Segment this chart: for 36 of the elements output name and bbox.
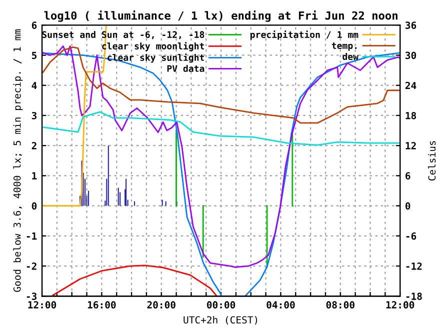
y-tick-label: -1 [26,232,37,240]
legend-label: temp. [332,42,357,51]
legend-label: precipitation / 1 mm [250,30,358,40]
y-tick-label: -2 [26,262,36,270]
x-tick-label: 12:00 [386,301,414,309]
y2-tick-label: 36 [406,22,416,29]
y-tick-label: 1 [32,172,37,180]
x-tick-label: 12:00 [28,301,56,309]
y2-tick-label: -18 [406,292,422,300]
x-tick-label: 20:00 [147,301,176,309]
y-tick-label: 6 [32,22,37,29]
y2-tick-label: 24 [405,82,416,90]
y2-tick-label: -6 [406,232,416,240]
y-tick-label: 5 [32,52,36,60]
chart-title: log10 ( illuminance / 1 lx) ending at Fri Jun 22 noon [44,10,398,22]
y2-tick-label: 6 [406,172,410,180]
y-axis-title: Good below 3.6, 4000 lx; 5 min precip. / 1 mm [13,29,23,292]
y-tick-label: 2 [32,142,36,150]
legend-label: PV data [167,64,204,72]
x-tick-label: 00:00 [206,301,236,309]
y2-tick-label: 18 [406,112,416,120]
y-tick-label: 4 [32,82,37,90]
y2-tick-label: 0 [406,202,410,210]
y2-tick-label: 12 [406,142,416,150]
y2-tick-label: 30 [406,52,416,60]
x-tick-label: 16:00 [88,301,116,309]
legend-label: clear sky sunlight [108,53,204,63]
y2-axis-title: Celsius [428,141,436,180]
x-tick-label: 08:00 [326,301,354,309]
y-tick-label: 0 [32,202,37,210]
x-tick-label: 04:00 [266,301,295,309]
legend-label: dew [342,53,359,60]
x-axis-title: UTC+2h (CEST) [184,316,258,325]
y-tick-label: -3 [26,292,37,300]
y2-tick-label: -12 [406,262,422,270]
y-tick-label: 3 [32,112,37,120]
